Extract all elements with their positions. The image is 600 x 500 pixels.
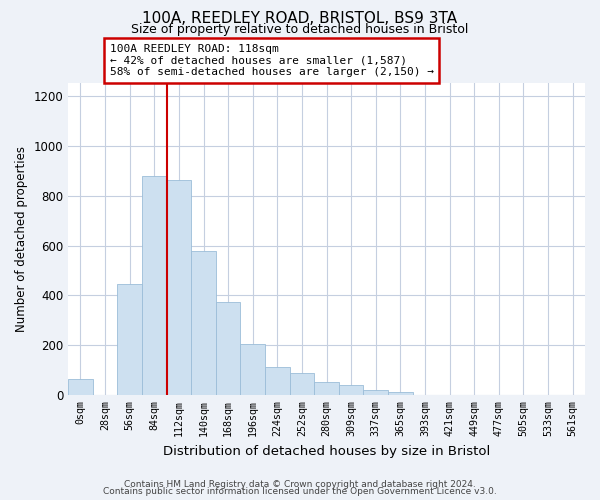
Text: Size of property relative to detached houses in Bristol: Size of property relative to detached ho… — [131, 22, 469, 36]
X-axis label: Distribution of detached houses by size in Bristol: Distribution of detached houses by size … — [163, 444, 490, 458]
Bar — [142, 176, 167, 396]
Bar — [290, 373, 314, 396]
Text: Contains public sector information licensed under the Open Government Licence v3: Contains public sector information licen… — [103, 488, 497, 496]
Bar — [364, 390, 388, 396]
Bar — [241, 344, 265, 396]
Bar — [265, 366, 290, 396]
Text: 100A REEDLEY ROAD: 118sqm
← 42% of detached houses are smaller (1,587)
58% of se: 100A REEDLEY ROAD: 118sqm ← 42% of detac… — [110, 44, 434, 77]
Bar — [216, 302, 241, 396]
Bar — [314, 382, 339, 396]
Y-axis label: Number of detached properties: Number of detached properties — [15, 146, 28, 332]
Bar — [118, 284, 142, 396]
Text: 100A, REEDLEY ROAD, BRISTOL, BS9 3TA: 100A, REEDLEY ROAD, BRISTOL, BS9 3TA — [142, 11, 458, 26]
Bar — [388, 392, 413, 396]
Text: Contains HM Land Registry data © Crown copyright and database right 2024.: Contains HM Land Registry data © Crown c… — [124, 480, 476, 489]
Bar — [68, 379, 93, 396]
Bar — [339, 385, 364, 396]
Bar — [167, 180, 191, 396]
Bar — [191, 250, 216, 396]
